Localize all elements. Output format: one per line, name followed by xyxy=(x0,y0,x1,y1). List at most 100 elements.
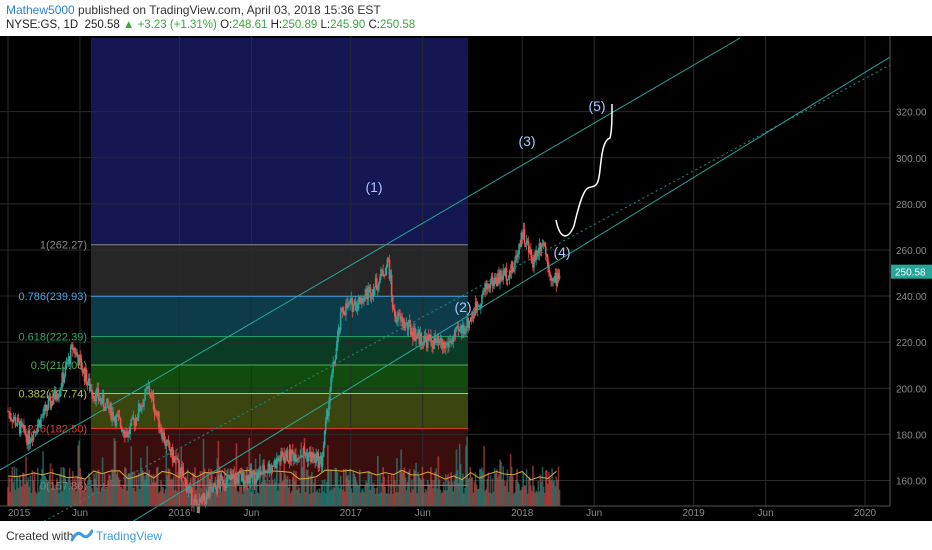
volume-bar xyxy=(544,470,547,506)
candle-body xyxy=(335,347,338,360)
candle-body xyxy=(182,469,185,478)
waves-layer: (1) (2) (3) (4) (5) xyxy=(365,98,613,315)
author-link[interactable]: Mathew5000 xyxy=(6,3,75,17)
volume-bar xyxy=(251,470,254,506)
candle-body xyxy=(507,278,510,280)
volume-bar xyxy=(477,488,480,506)
volume-bar xyxy=(149,485,152,506)
volume-bar xyxy=(148,469,151,506)
volume-bar xyxy=(327,445,329,506)
candle-body xyxy=(289,448,292,462)
volume-bar xyxy=(83,479,86,506)
volume-bar xyxy=(225,477,227,506)
wave-label: (4) xyxy=(553,244,570,260)
candle-body xyxy=(229,474,231,479)
candle-body xyxy=(528,249,531,253)
volume-bar xyxy=(552,481,554,506)
candle-body xyxy=(339,312,342,331)
volume-bar xyxy=(257,493,260,506)
volume-bar xyxy=(64,477,67,506)
candle-body xyxy=(76,352,78,357)
candle-body xyxy=(319,456,322,459)
candle-body xyxy=(9,412,11,418)
volume-bar xyxy=(215,492,218,506)
candle-body xyxy=(295,454,297,463)
volume-bar xyxy=(343,468,345,506)
candle-body xyxy=(361,303,363,305)
low-value: 245.90 xyxy=(330,19,366,31)
volume-bar xyxy=(418,476,421,506)
candle-body xyxy=(220,475,223,477)
candle-body xyxy=(527,242,530,253)
candle-body xyxy=(80,358,83,370)
price-chart[interactable]: 1(262.27) 0.786(239.93) 0.618(222.39) 0.5(2… xyxy=(0,36,932,521)
candle-body xyxy=(259,470,261,472)
volume-bar xyxy=(387,475,390,506)
volume-bar xyxy=(271,480,274,506)
volume-bar xyxy=(10,478,12,506)
candle-body xyxy=(452,336,455,343)
volume-bar xyxy=(128,472,130,506)
time-tick-label: 2016 xyxy=(168,508,191,519)
tradingview-brand-link[interactable]: TradingView xyxy=(96,529,163,543)
volume-bar xyxy=(130,446,133,506)
volume-bar xyxy=(114,440,117,506)
volume-bar xyxy=(36,467,39,506)
volume-bar xyxy=(55,484,57,506)
candle-body xyxy=(147,386,150,388)
candles-layer xyxy=(7,222,561,514)
volume-bar xyxy=(19,480,22,506)
volume-bar xyxy=(213,484,215,506)
volume-bar xyxy=(354,476,357,506)
symbol-interval[interactable]: NYSE:GS, 1D xyxy=(6,19,79,31)
candle-body xyxy=(162,432,164,440)
volume-bar xyxy=(242,493,244,506)
volume-bar xyxy=(514,492,516,506)
published-text: published on TradingView.com, April 03, … xyxy=(74,3,381,17)
candle-body xyxy=(423,335,426,342)
volume-bar xyxy=(471,477,474,506)
volume-bar xyxy=(386,493,389,506)
candle-body xyxy=(93,396,95,398)
candle-body xyxy=(155,412,158,415)
volume-bar xyxy=(280,472,282,506)
candle-body xyxy=(302,448,305,456)
candle-body xyxy=(22,424,24,428)
candle-body xyxy=(10,417,12,420)
candle-body xyxy=(243,471,245,485)
volume-bar xyxy=(60,467,62,506)
candle-body xyxy=(326,409,328,421)
tradingview-logo-icon[interactable] xyxy=(71,528,93,542)
volume-bar xyxy=(91,488,93,506)
candle-body xyxy=(428,335,430,340)
candle-body xyxy=(330,377,332,392)
volume-bar xyxy=(163,493,166,506)
volume-bar xyxy=(304,492,307,506)
candle-body xyxy=(213,483,215,487)
candle-body xyxy=(374,278,377,288)
volume-bar xyxy=(106,487,108,506)
candle-body xyxy=(49,396,52,408)
candle-body xyxy=(511,262,514,272)
volume-bar xyxy=(357,486,360,506)
candle-body xyxy=(66,362,69,364)
candle-body xyxy=(115,414,118,426)
candle-body xyxy=(200,495,203,503)
volume-bar xyxy=(177,471,179,506)
candle-body xyxy=(237,473,240,484)
volume-bar xyxy=(396,458,398,506)
volume-bar xyxy=(147,472,150,506)
candle-body xyxy=(547,256,549,267)
volume-bar xyxy=(441,491,444,506)
candle-body xyxy=(57,397,59,400)
candle-body xyxy=(150,394,153,398)
candle-body xyxy=(133,419,136,426)
volume-bar xyxy=(446,490,448,506)
candle-body xyxy=(536,250,539,257)
candle-body xyxy=(500,270,502,279)
candle-body xyxy=(555,272,558,286)
volume-bar xyxy=(250,491,253,506)
candle-body xyxy=(525,240,528,244)
volume-bar xyxy=(382,467,384,506)
volume-bar xyxy=(269,484,272,506)
